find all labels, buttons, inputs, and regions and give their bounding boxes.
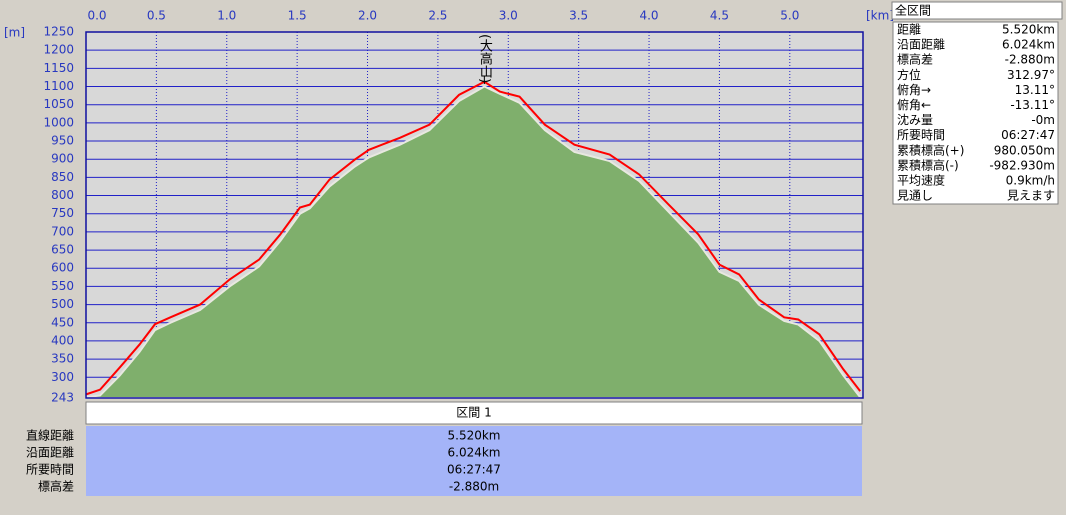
y-tick-label: 900 [51,152,74,166]
row-value: 5.520km [448,429,501,443]
x-tick-label: 5.0 [780,9,799,23]
y-tick-label: 500 [51,297,74,311]
row-value: -2.880m [449,480,499,494]
summary-value: -982.930m [989,158,1055,172]
y-tick-label: 1150 [43,61,74,75]
summary-value: 6.024km [1002,38,1055,52]
row-label: 沿面距離 [26,446,74,460]
summary-value: -13.11° [1010,98,1055,112]
row-label: 直線距離 [26,428,74,443]
route-line [85,80,861,396]
section-header: 区間 1 [456,406,491,420]
row-label: 所要時間 [26,463,74,477]
summary-key: 沈み量 [897,112,933,127]
section-body [86,426,862,496]
summary-value: 5.520km [1002,23,1055,37]
y-tick-label: 1250 [43,25,74,39]
summary-key: 累積標高(+) [897,142,964,157]
summary-key: 平均速度 [897,173,945,188]
section-header-box [85,401,863,425]
row-value: 6.024km [448,446,501,460]
y-tick-label: 600 [51,261,74,275]
x-tick-label: 2.5 [428,9,447,23]
y-tick-label: 400 [51,333,74,347]
summary-key: 距離 [897,23,921,37]
y-tick-label: 243 [51,391,74,405]
y-tick-label: 1100 [43,79,74,93]
y-tick-label: 300 [51,370,74,384]
summary-value: 980.050m [994,143,1055,157]
summary-key: 累積標高(-) [897,157,959,172]
y-tick-label: 650 [51,243,74,257]
summary-key: 沿面距離 [897,38,945,52]
summary-value: -0m [1031,113,1055,127]
summary-title-box [891,1,1063,20]
x-tick-label: 4.5 [710,9,729,23]
y-tick-label: 700 [51,224,74,238]
row-value: 06:27:47 [447,463,501,477]
summary-key: 俯角← [897,97,931,112]
x-tick-label: 4.0 [639,9,658,23]
summary-value: 0.9km/h [1006,174,1055,188]
summary-title: 全区間 [895,3,931,18]
y-tick-label: 550 [51,279,74,293]
y-tick-label: 750 [51,206,74,220]
x-tick-label: 1.5 [288,9,307,23]
summary-value: 312.97° [1007,68,1055,82]
y-tick-label: 850 [51,170,74,184]
summary-box [892,21,1059,205]
x-tick-label: 3.5 [569,9,588,23]
summary-key: 標高差 [897,52,933,67]
x-tick-label: 0.0 [87,9,106,23]
summary-value: 13.11° [1015,83,1055,97]
summary-key: 所要時間 [897,128,945,142]
x-tick-label: 0.5 [147,9,166,23]
y-tick-label: 800 [51,188,74,202]
y-tick-label: 1000 [43,115,74,129]
y-tick-label: 350 [51,352,74,366]
plot-border [85,31,864,399]
y-tick-label: 1200 [43,43,74,57]
x-tick-label: 3.0 [499,9,518,23]
summary-key: 俯角→ [897,82,931,97]
y-tick-label: 950 [51,134,74,148]
summary-value: 見えます [1007,189,1055,203]
terrain-area [85,85,862,399]
summary-value: -2.880m [1005,53,1055,67]
x-tick-label: 2.0 [358,9,377,23]
y-unit: [m] [4,26,25,40]
peak-annotation: (大高山) [477,34,493,83]
y-tick-label: 1050 [43,97,74,111]
x-unit: [km] [866,9,894,23]
summary-key: 見通し [897,189,933,203]
x-tick-label: 1.0 [217,9,236,23]
y-tick-label: 450 [51,315,74,329]
summary-value: 06:27:47 [1001,128,1055,142]
summary-key: 方位 [897,67,921,82]
row-label: 標高差 [38,479,74,494]
